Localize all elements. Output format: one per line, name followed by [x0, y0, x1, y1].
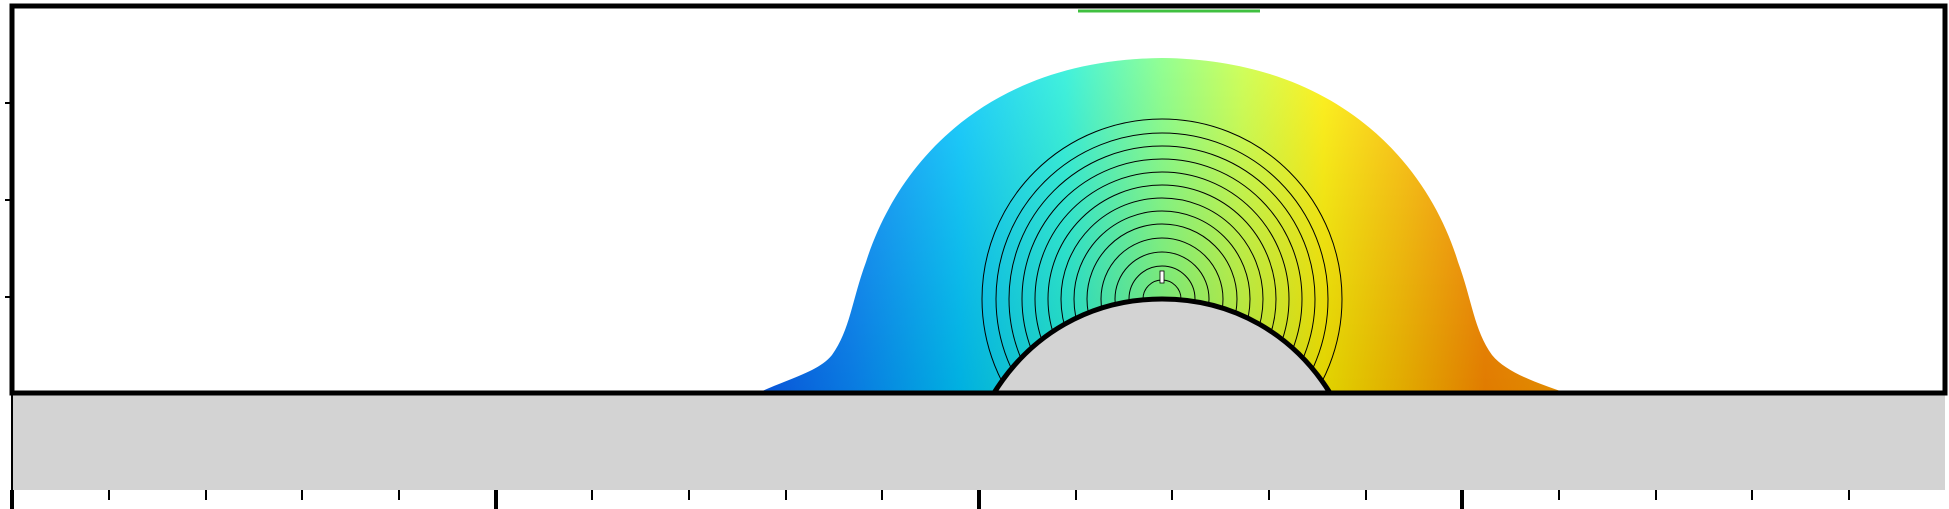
bottom-ticks [10, 490, 1850, 509]
marker [1159, 270, 1165, 284]
left-ticks [5, 102, 12, 298]
bump [991, 296, 1333, 395]
field-shade [758, 58, 1566, 393]
ground [12, 393, 1945, 490]
